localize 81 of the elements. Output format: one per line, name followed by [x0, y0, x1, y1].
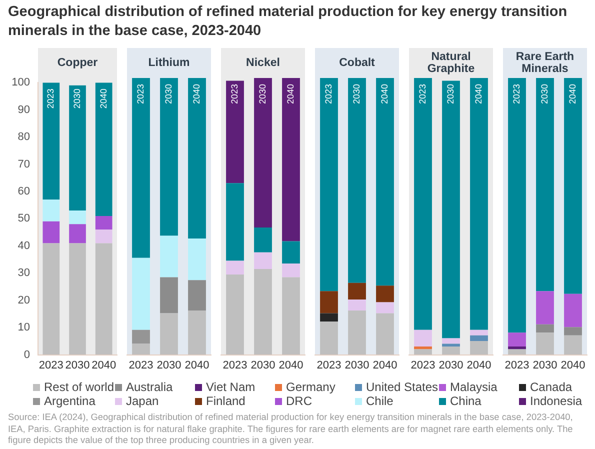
x-tick-label: 2040 — [285, 84, 296, 104]
x-tick-label: 2030 — [163, 84, 174, 104]
category-label: 2040 — [560, 359, 586, 372]
text: Geographical distribution of refined material production for key energy transition minerals in the base case, 2023-2040 — [8, 3, 568, 41]
bar — [132, 344, 150, 355]
y-tick-label: 60 — [18, 186, 30, 198]
x-tick-label: 2023 — [135, 84, 146, 104]
x-tick-label: 2040 — [567, 84, 578, 104]
legend-label: Australia — [126, 380, 173, 394]
legend-label: Malaysia — [450, 380, 498, 394]
category-label: 2030 — [65, 359, 90, 372]
legend-label: Chile — [366, 394, 394, 408]
category-label: 2040 — [372, 359, 398, 372]
y-tick-label: 50 — [18, 212, 30, 225]
chart-subtitle: Lithium — [127, 48, 211, 78]
category-label: 2023 — [128, 359, 154, 372]
category-label: 2023 — [38, 359, 64, 372]
legend-label: Germany — [286, 380, 336, 394]
y-tick-label: 30 — [18, 267, 30, 280]
category-label: 2023 — [316, 359, 342, 372]
bar — [160, 313, 178, 355]
x-tick-label: 2030 — [257, 84, 268, 104]
chart-subtitle: Nickel — [221, 48, 305, 78]
bar — [188, 310, 206, 355]
legend-label: Rest of world — [44, 380, 114, 394]
x-tick-label: 2023 — [417, 84, 428, 104]
x-tick-label: 2040 — [191, 84, 202, 104]
x-tick-label: 2030 — [539, 84, 550, 104]
bar — [188, 280, 206, 311]
y-tick-label: 100 — [12, 76, 30, 89]
y-tick-label: 70 — [18, 158, 30, 170]
chart-subtitle: Copper — [38, 48, 117, 78]
category-label: 2040 — [92, 359, 116, 372]
source-note: Source: IEA (2024), Geographical distribution of refined material production for key energy transition minerals in the base case, 2023-2040, IEA, Paris. Graphite extraction is for natural flake graphite. The figures for rare earth elements are for magnet rare earth elements only. The figure depicts the value of the top three producing countries in a given year. — [8, 412, 574, 446]
legend-label: Finland — [206, 394, 246, 408]
bar — [132, 258, 150, 330]
bar — [132, 78, 150, 258]
category-label: 2030 — [438, 359, 464, 372]
x-tick-label: 2023 — [511, 84, 522, 104]
category-label: 2023 — [410, 359, 436, 372]
legend-label: United States — [366, 380, 438, 394]
x-tick-label: 2023 — [323, 84, 334, 104]
bar — [160, 277, 178, 314]
legend-label: Viet Nam — [206, 380, 256, 394]
category-label: 2023 — [504, 359, 530, 372]
legend-label: Indonesia — [530, 394, 582, 408]
y-tick-label: 0 — [24, 348, 30, 361]
x-tick-label: 2040 — [473, 84, 484, 104]
y-tick-label: 80 — [18, 131, 30, 144]
x-tick-label: 2023 — [46, 88, 56, 109]
bar — [188, 238, 206, 280]
legend-label: DRC — [286, 394, 312, 408]
legend-label: Japan — [126, 394, 159, 408]
category-label: 2030 — [156, 359, 182, 372]
x-tick-label: 2040 — [98, 88, 108, 109]
legend-label: Canada — [530, 380, 572, 394]
category-label: 2023 — [222, 359, 248, 372]
x-tick-label: 2040 — [379, 84, 390, 104]
y-tick-label: 90 — [18, 104, 30, 116]
legend-label: Argentina — [44, 394, 96, 408]
category-label: 2040 — [466, 359, 492, 372]
bar — [160, 236, 178, 278]
bar — [188, 78, 206, 239]
category-label: 2040 — [278, 359, 304, 372]
bar — [160, 78, 178, 236]
bar — [132, 330, 150, 344]
chart-subtitle: Cobalt — [315, 48, 399, 78]
y-tick-label: 10 — [18, 322, 30, 334]
x-tick-label: 2030 — [445, 84, 456, 104]
category-label: 2030 — [344, 359, 370, 372]
category-label: 2040 — [184, 359, 210, 372]
category-label: 2030 — [250, 359, 276, 372]
y-tick-label: 40 — [18, 240, 30, 252]
chart-subtitle: Rare Earth Minerals — [503, 48, 587, 78]
legend-label: China — [450, 394, 482, 408]
x-tick-label: 2030 — [351, 84, 362, 104]
x-tick-label: 2030 — [72, 88, 82, 109]
category-label: 2030 — [532, 359, 558, 372]
chart-subtitle: Natural Graphite — [409, 48, 493, 78]
y-tick-label: 20 — [18, 294, 30, 306]
x-tick-label: 2023 — [229, 84, 240, 104]
